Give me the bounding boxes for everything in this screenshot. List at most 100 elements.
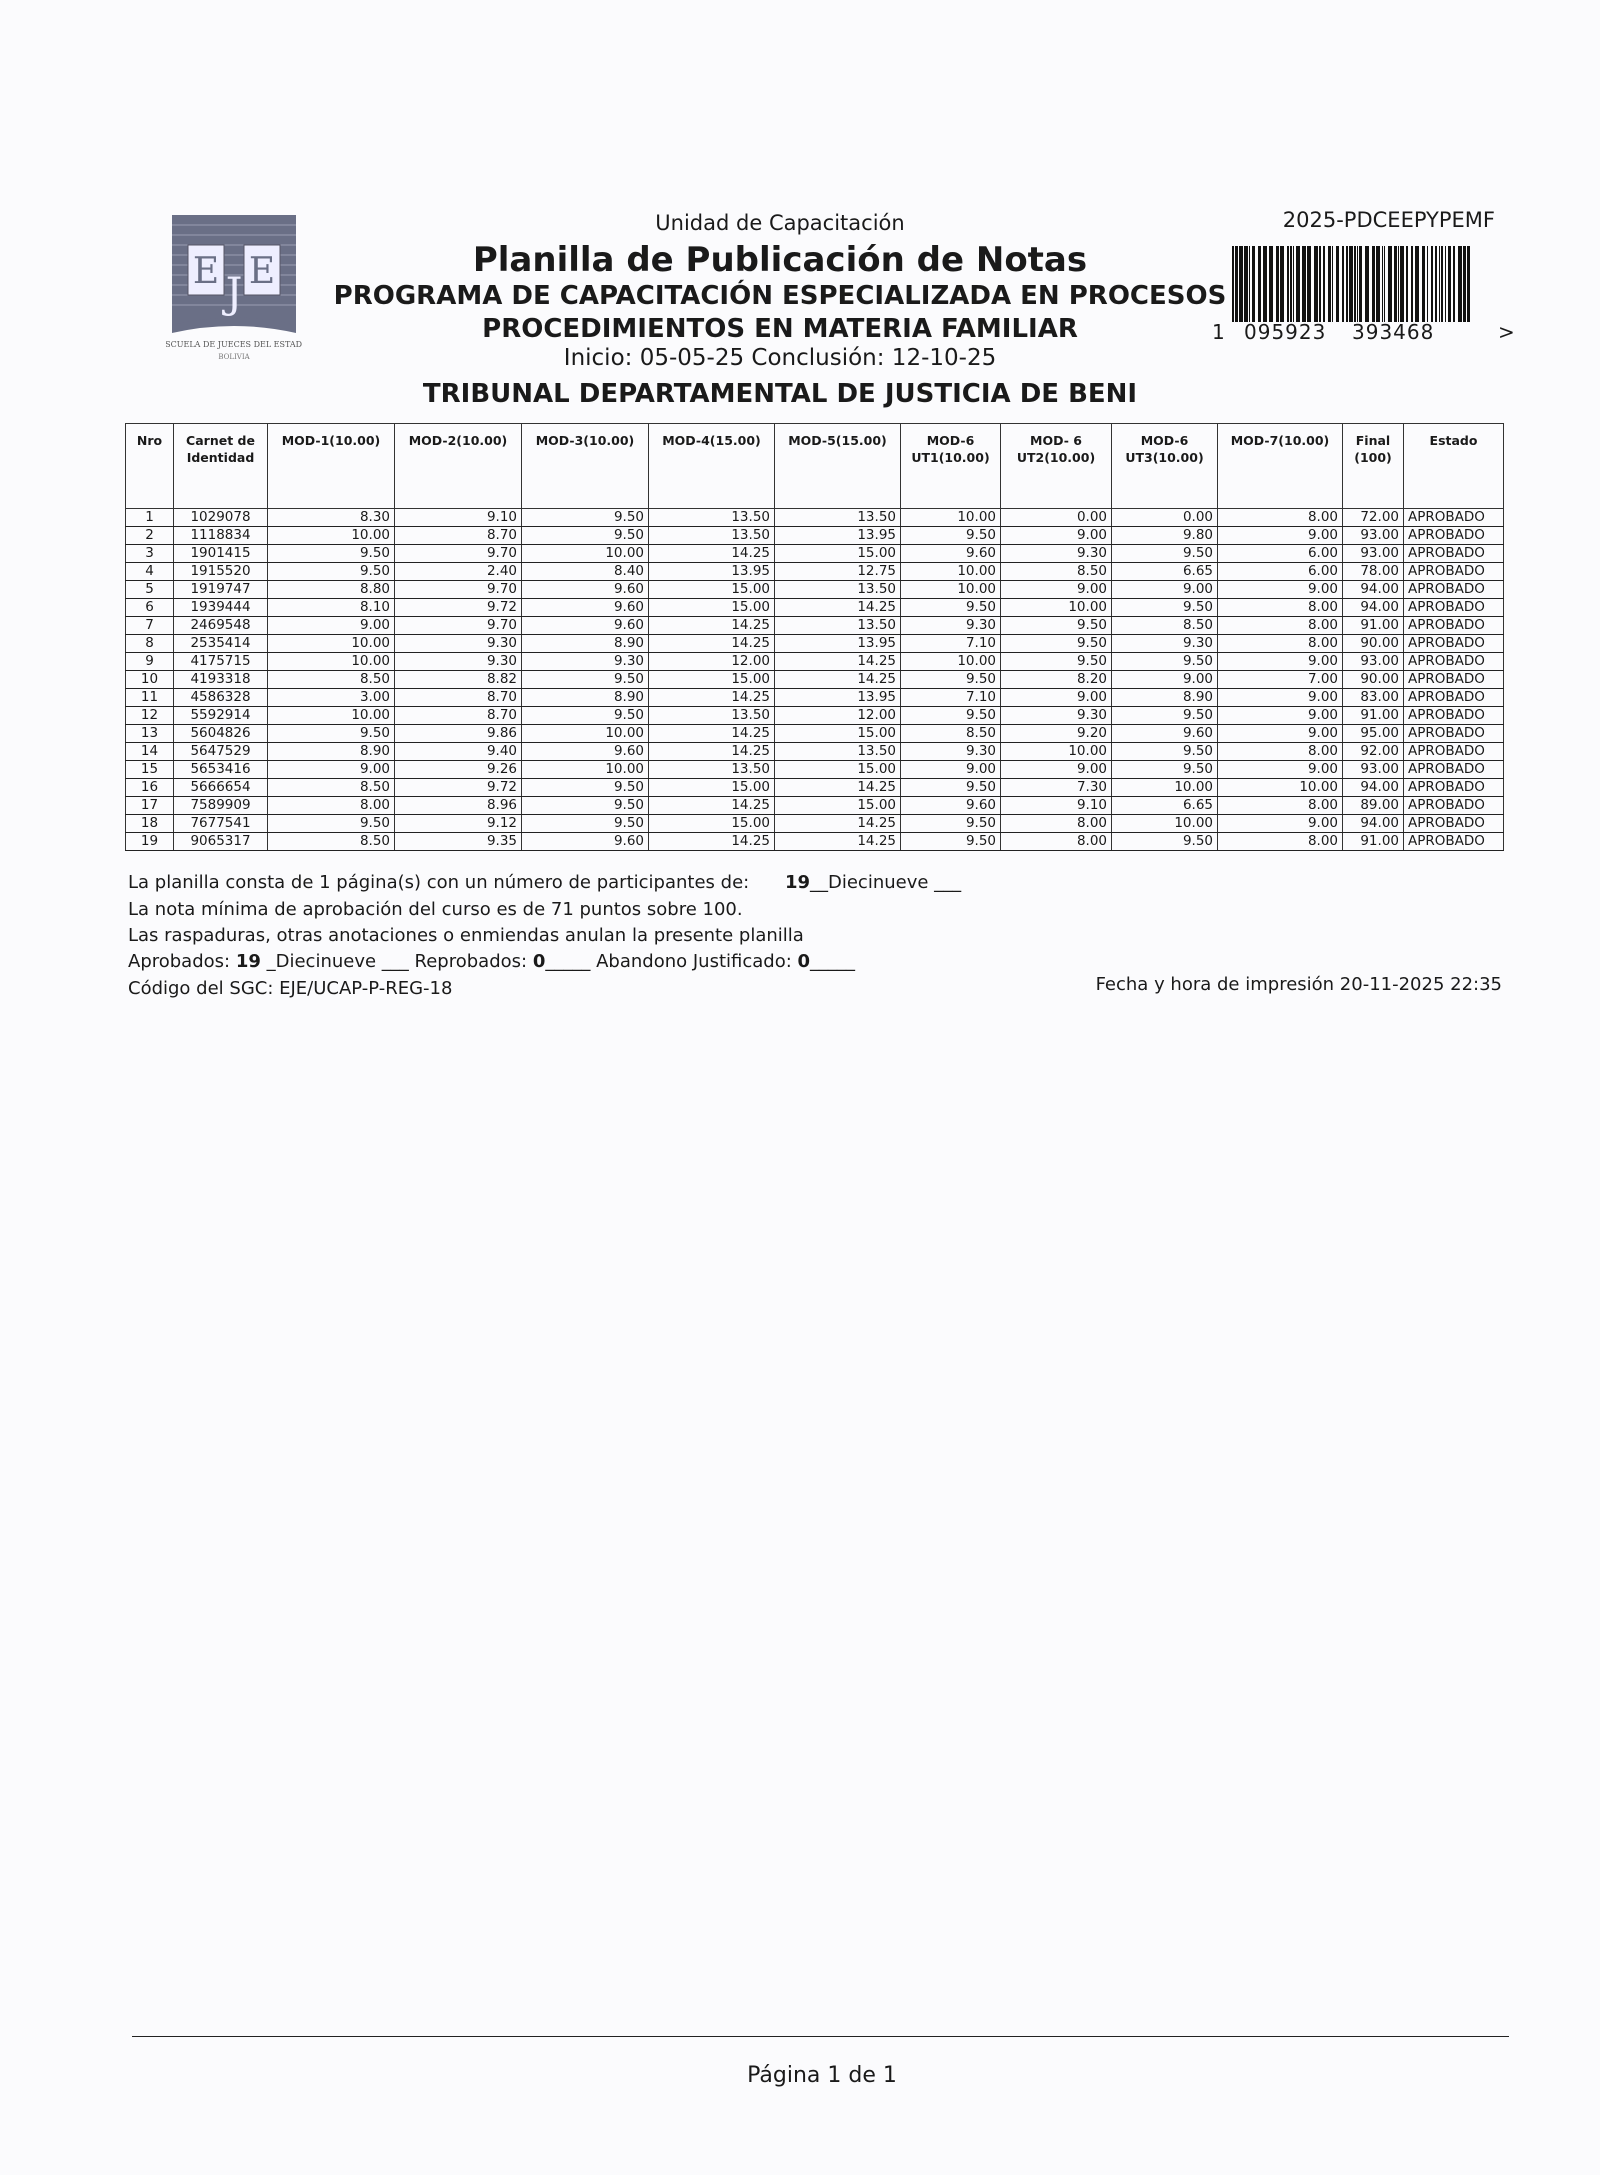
table-row: 5 1919747 8.80 9.70 9.60 15.00 13.50 10.00 9.00 9…	[125, 580, 1504, 599]
barcode-bar	[1388, 246, 1392, 322]
summary-line: Aprobados: 19 _Diecinueve ___ Reprobados…	[128, 951, 855, 972]
grade-cell: 9.00	[1000, 580, 1112, 599]
grade-cell: 13.95	[774, 526, 901, 545]
table-row: 15 5653416 9.00 9.26 10.00 13.50 15.00 9.00 9.00…	[125, 760, 1504, 779]
grade-cell: 9.50	[1000, 616, 1112, 635]
id-number: 4586328	[173, 688, 268, 707]
id-number: 1901415	[173, 544, 268, 563]
grade-cell: 9.50	[1111, 598, 1218, 617]
grade-cell: 83.00	[1342, 688, 1404, 707]
table-row: 2 1118834 10.00 8.70 9.50 13.50 13.95 9.50 9.00 9…	[125, 526, 1504, 545]
grade-cell: 94.00	[1342, 580, 1404, 599]
barcode-bar	[1394, 246, 1397, 322]
print-date: Fecha y hora de impresión 20-11-2025 22:…	[1095, 974, 1502, 995]
column-header: MOD-1(10.00)	[267, 423, 395, 509]
grade-cell: 93.00	[1342, 544, 1404, 563]
grade-cell: 13.50	[648, 508, 775, 527]
tribunal-name: TRIBUNAL DEPARTAMENTAL DE JUSTICIA DE BE…	[422, 379, 1138, 409]
barcode-bar	[1372, 246, 1375, 322]
grade-cell: 89.00	[1342, 796, 1404, 815]
barcode-bar	[1287, 246, 1289, 322]
grade-cell: 15.00	[774, 760, 901, 779]
approved-count: 19	[235, 951, 261, 972]
barcode-bar	[1346, 246, 1348, 322]
grade-cell: 10.00	[267, 652, 395, 671]
grade-cell: 10.00	[900, 652, 1001, 671]
participants-count: 19	[784, 872, 810, 893]
grade-cell: 9.50	[900, 598, 1001, 617]
status-cell: APROBADO	[1403, 634, 1504, 653]
row-number: 8	[125, 634, 174, 653]
status-cell: APROBADO	[1403, 706, 1504, 725]
grade-cell: 93.00	[1342, 652, 1404, 671]
status-cell: APROBADO	[1403, 580, 1504, 599]
grade-cell: 9.00	[1111, 580, 1218, 599]
grade-cell: 14.25	[648, 724, 775, 743]
grade-cell: 8.00	[1217, 796, 1343, 815]
grade-cell: 9.00	[1217, 814, 1343, 833]
row-number: 18	[125, 814, 174, 833]
course-dates: Inicio: 05-05-25 Conclusión: 12-10-25	[563, 345, 997, 371]
table-row: 12 5592914 10.00 8.70 9.50 13.50 12.00 9.50 9.30…	[125, 706, 1504, 725]
grade-cell: 13.95	[774, 688, 901, 707]
grade-cell: 6.65	[1111, 562, 1218, 581]
grade-cell: 10.00	[267, 706, 395, 725]
grade-cell: 10.00	[1111, 814, 1218, 833]
barcode-bar	[1307, 246, 1311, 322]
id-number: 4175715	[173, 652, 268, 671]
grade-cell: 14.25	[774, 832, 901, 851]
grade-cell: 6.65	[1111, 796, 1218, 815]
grade-cell: 91.00	[1342, 706, 1404, 725]
table-row: 16 5666654 8.50 9.72 9.50 15.00 14.25 9.50 7.30 1…	[125, 778, 1504, 797]
status-cell: APROBADO	[1403, 598, 1504, 617]
grade-cell: 8.50	[900, 724, 1001, 743]
grade-cell: 9.50	[1111, 742, 1218, 761]
grade-cell: 8.00	[267, 796, 395, 815]
program-name-line1: PROGRAMA DE CAPACITACIÓN ESPECIALIZADA E…	[333, 281, 1227, 311]
grade-cell: 9.00	[900, 760, 1001, 779]
column-header: MOD-7(10.00)	[1217, 423, 1343, 509]
grade-cell: 9.00	[1217, 688, 1343, 707]
grade-cell: 13.95	[648, 562, 775, 581]
barcode-bar	[1453, 246, 1455, 322]
grade-cell: 9.00	[1000, 526, 1112, 545]
id-number: 5604826	[173, 724, 268, 743]
column-header: MOD-2(10.00)	[394, 423, 522, 509]
grade-cell: 10.00	[900, 562, 1001, 581]
table-row: 3 1901415 9.50 9.70 10.00 14.25 15.00 9.60 9.30 9…	[125, 544, 1504, 563]
grade-cell: 9.72	[394, 598, 522, 617]
grade-cell: 9.50	[521, 526, 649, 545]
grade-cell: 10.00	[521, 724, 649, 743]
barcode-bar	[1342, 246, 1344, 322]
barcode-bar	[1411, 246, 1413, 322]
grade-cell: 9.50	[900, 706, 1001, 725]
grade-cell: 9.30	[394, 652, 522, 671]
svg-text:BOLIVIA: BOLIVIA	[218, 353, 250, 361]
grade-cell: 9.00	[1217, 580, 1343, 599]
grade-cell: 8.82	[394, 670, 522, 689]
grade-cell: 10.00	[1111, 778, 1218, 797]
grade-cell: 9.30	[900, 616, 1001, 635]
blank-line: _____	[545, 951, 591, 972]
barcode-bar	[1376, 246, 1380, 322]
barcode-bar	[1323, 246, 1325, 322]
grade-cell: 9.00	[1217, 652, 1343, 671]
grade-cell: 90.00	[1342, 634, 1404, 653]
barcode-bar	[1252, 246, 1255, 322]
grade-cell: 12.75	[774, 562, 901, 581]
grade-cell: 13.50	[648, 706, 775, 725]
id-number: 1915520	[173, 562, 268, 581]
grade-cell: 9.50	[1111, 544, 1218, 563]
grade-cell: 14.25	[774, 670, 901, 689]
grade-cell: 9.60	[521, 580, 649, 599]
grade-cell: 9.50	[900, 670, 1001, 689]
grade-cell: 9.35	[394, 832, 522, 851]
status-cell: APROBADO	[1403, 616, 1504, 635]
grade-cell: 93.00	[1342, 526, 1404, 545]
grade-cell: 8.00	[1217, 742, 1343, 761]
grade-cell: 10.00	[521, 544, 649, 563]
grade-cell: 10.00	[900, 508, 1001, 527]
barcode-bar	[1357, 246, 1358, 322]
erasure-warning: Las raspaduras, otras anotaciones o enmi…	[128, 925, 804, 946]
table-row: 7 2469548 9.00 9.70 9.60 14.25 13.50 9.30 9.50 8.…	[125, 616, 1504, 635]
